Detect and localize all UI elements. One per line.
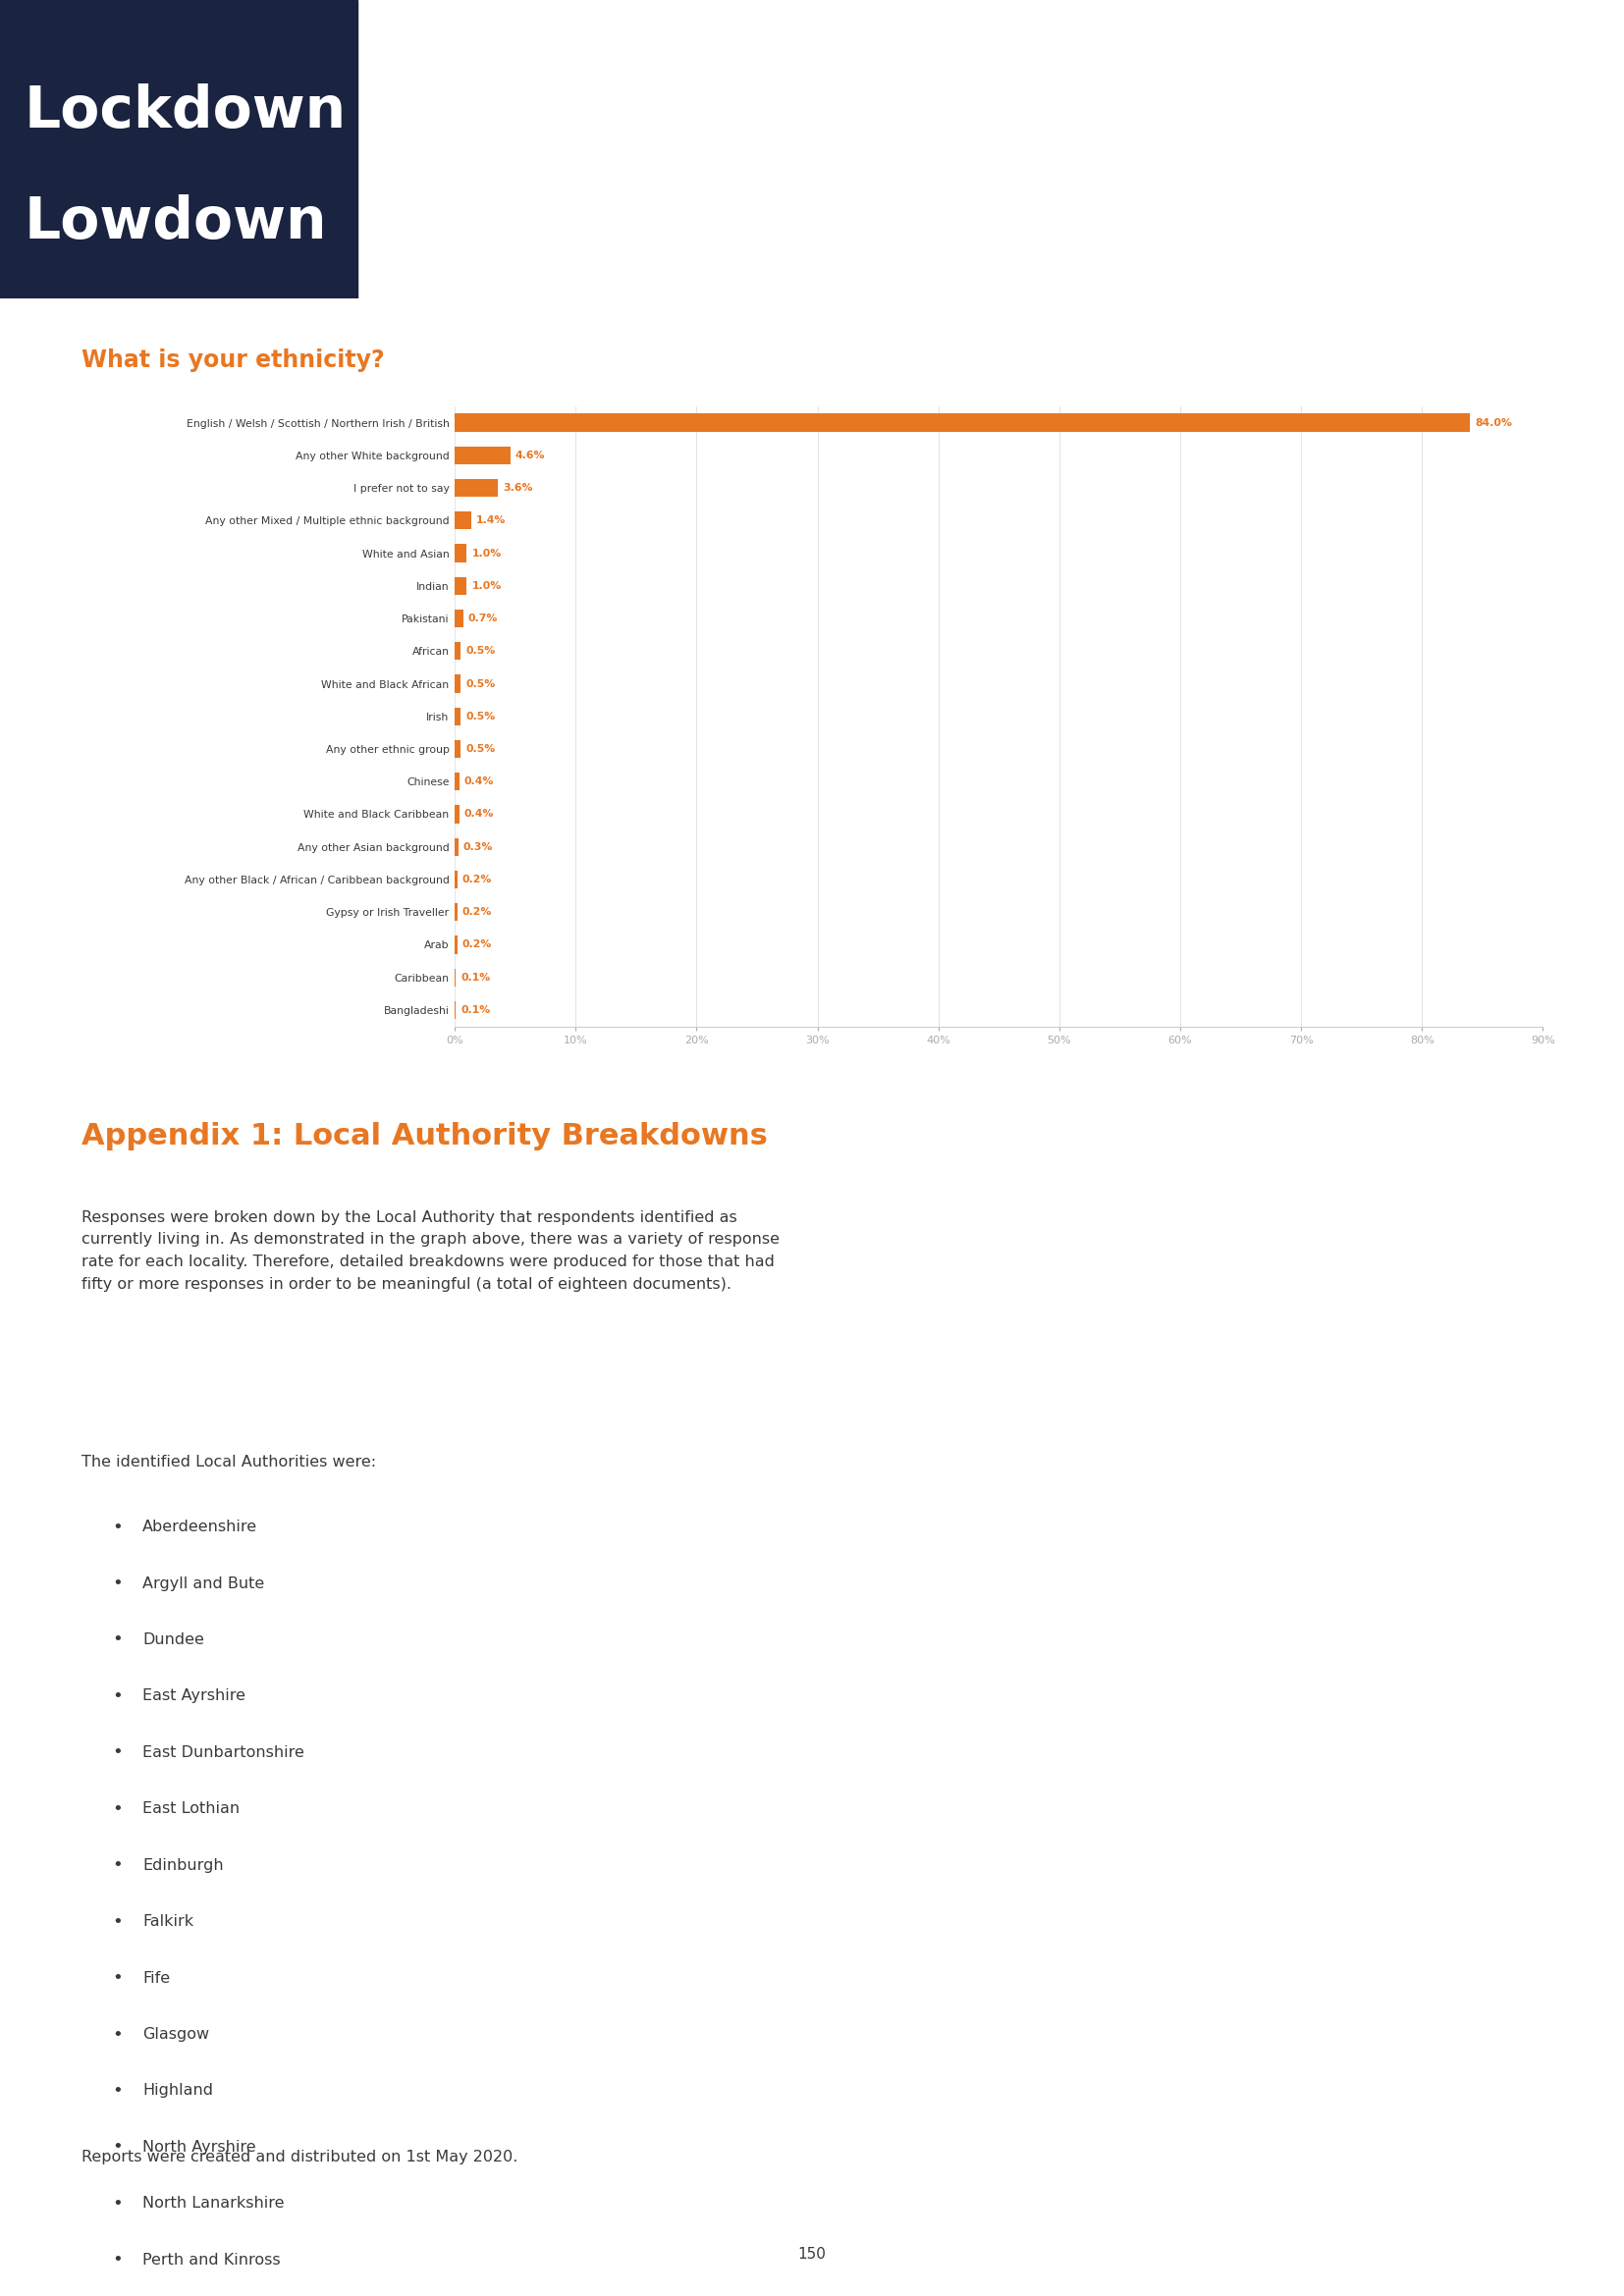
Text: 0.4%: 0.4% <box>464 808 494 820</box>
Text: •: • <box>112 2025 123 2043</box>
Bar <box>455 838 458 856</box>
Text: Reports were created and distributed on 1st May 2020.: Reports were created and distributed on … <box>81 2149 518 2165</box>
Text: Lockdown: Lockdown <box>24 83 346 140</box>
Text: Glasgow: Glasgow <box>143 2027 209 2041</box>
Bar <box>455 806 460 824</box>
Text: 0.2%: 0.2% <box>461 939 492 951</box>
Text: What is your ethnicity?: What is your ethnicity? <box>81 349 385 372</box>
Text: 0.5%: 0.5% <box>466 680 495 689</box>
Text: Appendix 1: Local Authority Breakdowns: Appendix 1: Local Authority Breakdowns <box>81 1123 768 1150</box>
Text: 1.0%: 1.0% <box>471 581 502 590</box>
Bar <box>455 608 463 627</box>
Text: Highland: Highland <box>143 2082 213 2099</box>
Text: Aberdeenshire: Aberdeenshire <box>143 1520 258 1534</box>
Text: North Ayrshire: North Ayrshire <box>143 2140 257 2154</box>
Bar <box>455 739 461 758</box>
Bar <box>455 774 460 790</box>
Bar <box>455 445 510 464</box>
Text: Responses were broken down by the Local Authority that respondents identified as: Responses were broken down by the Local … <box>81 1210 780 1293</box>
Bar <box>455 707 461 726</box>
Text: 0.3%: 0.3% <box>463 843 494 852</box>
Text: •: • <box>112 2082 123 2099</box>
Bar <box>455 413 1470 432</box>
Text: Fife: Fife <box>143 1970 171 1986</box>
Bar <box>455 544 466 563</box>
Text: 0.5%: 0.5% <box>466 645 495 657</box>
Bar <box>455 675 461 693</box>
Bar <box>455 512 471 530</box>
Bar <box>0 0 357 298</box>
Text: East Dunbartonshire: East Dunbartonshire <box>143 1745 304 1759</box>
Text: •: • <box>112 2250 123 2268</box>
Text: 0.2%: 0.2% <box>461 907 492 916</box>
Text: Lowdown: Lowdown <box>24 195 328 250</box>
Text: 0.7%: 0.7% <box>468 613 499 625</box>
Text: 84.0%: 84.0% <box>1475 418 1512 427</box>
Text: Perth and Kinross: Perth and Kinross <box>143 2252 281 2266</box>
Bar <box>455 643 461 659</box>
Bar <box>455 902 456 921</box>
Text: •: • <box>112 1800 123 1818</box>
Bar <box>455 576 466 595</box>
Text: •: • <box>112 1630 123 1649</box>
Text: 1.4%: 1.4% <box>476 517 507 526</box>
Text: •: • <box>112 1518 123 1536</box>
Text: 3.6%: 3.6% <box>503 482 533 494</box>
Text: 4.6%: 4.6% <box>515 450 546 459</box>
Text: Dundee: Dundee <box>143 1632 205 1646</box>
Text: 0.4%: 0.4% <box>464 776 494 788</box>
Bar <box>455 480 499 496</box>
Text: •: • <box>112 1857 123 1874</box>
Text: 0.1%: 0.1% <box>461 974 490 983</box>
Text: 0.5%: 0.5% <box>466 744 495 753</box>
Bar <box>455 937 456 953</box>
Text: Edinburgh: Edinburgh <box>143 1857 224 1874</box>
Text: North Lanarkshire: North Lanarkshire <box>143 2197 284 2211</box>
Text: •: • <box>112 1575 123 1591</box>
Text: East Ayrshire: East Ayrshire <box>143 1690 245 1704</box>
Text: •: • <box>112 1688 123 1706</box>
Bar <box>455 870 456 889</box>
Text: 0.2%: 0.2% <box>461 875 492 884</box>
Text: 1.0%: 1.0% <box>471 549 502 558</box>
Text: •: • <box>112 1743 123 1761</box>
Text: •: • <box>112 2138 123 2156</box>
Text: 0.1%: 0.1% <box>461 1006 490 1015</box>
Text: Falkirk: Falkirk <box>143 1915 193 1929</box>
Text: East Lothian: East Lothian <box>143 1802 240 1816</box>
Text: Argyll and Bute: Argyll and Bute <box>143 1575 265 1591</box>
Text: 0.5%: 0.5% <box>466 712 495 721</box>
Text: •: • <box>112 1970 123 1986</box>
Text: The identified Local Authorities were:: The identified Local Authorities were: <box>81 1456 375 1469</box>
Text: 150: 150 <box>797 2248 827 2262</box>
Text: •: • <box>112 2195 123 2213</box>
Text: •: • <box>112 1913 123 1931</box>
